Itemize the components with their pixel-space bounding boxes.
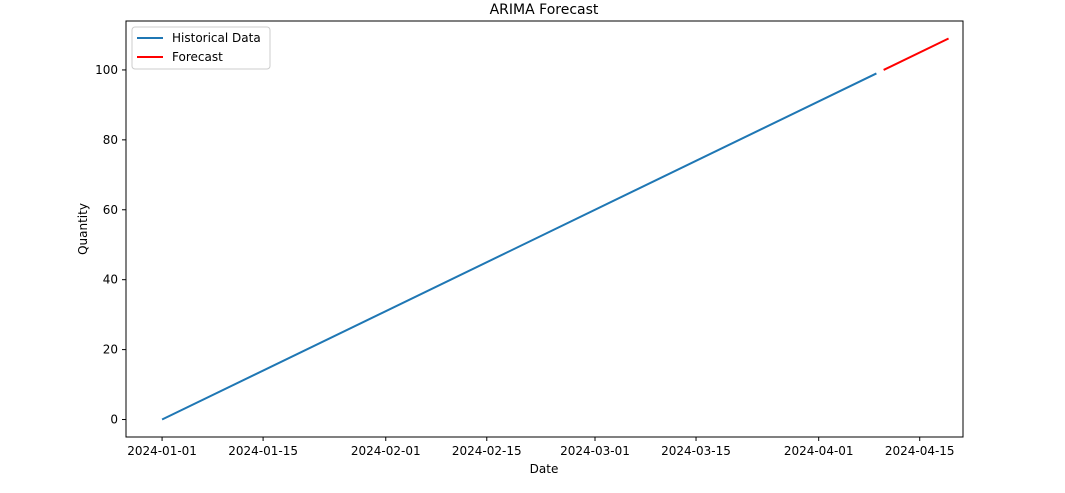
x-tick-label: 2024-03-01 xyxy=(560,444,630,458)
x-tick-label: 2024-04-01 xyxy=(784,444,854,458)
series-line-forecast xyxy=(883,37,950,71)
y-axis-label: Quantity xyxy=(76,203,90,255)
y-tick-label: 100 xyxy=(95,63,118,77)
chart-title: ARIMA Forecast xyxy=(490,2,599,18)
x-tick-label: 2024-01-01 xyxy=(127,444,197,458)
x-axis-label: Date xyxy=(530,462,559,476)
x-tick-label: 2024-02-01 xyxy=(351,444,421,458)
y-tick-label: 20 xyxy=(103,343,118,357)
y-tick-label: 0 xyxy=(110,413,118,427)
legend-label-historical-data: Historical Data xyxy=(172,31,261,45)
y-tick-label: 60 xyxy=(103,203,118,217)
y-tick-label: 80 xyxy=(103,133,118,147)
legend: Historical Data Forecast xyxy=(131,26,271,70)
x-tick-label: 2024-01-15 xyxy=(228,444,298,458)
legend-label-forecast: Forecast xyxy=(172,50,223,64)
legend-box xyxy=(131,26,271,70)
plot-frame xyxy=(125,20,964,438)
x-tick-label: 2024-03-15 xyxy=(661,444,731,458)
series-layer xyxy=(161,37,950,421)
series-line-historical-data xyxy=(161,72,877,421)
x-tick-label: 2024-04-15 xyxy=(885,444,955,458)
y-tick-label: 40 xyxy=(103,273,118,287)
x-axis: 2024-01-01 2024-01-15 2024-02-01 2024-02-15… xyxy=(127,437,955,458)
y-axis: 0 20 40 60 80 100 xyxy=(95,63,126,427)
x-tick-label: 2024-02-15 xyxy=(452,444,522,458)
